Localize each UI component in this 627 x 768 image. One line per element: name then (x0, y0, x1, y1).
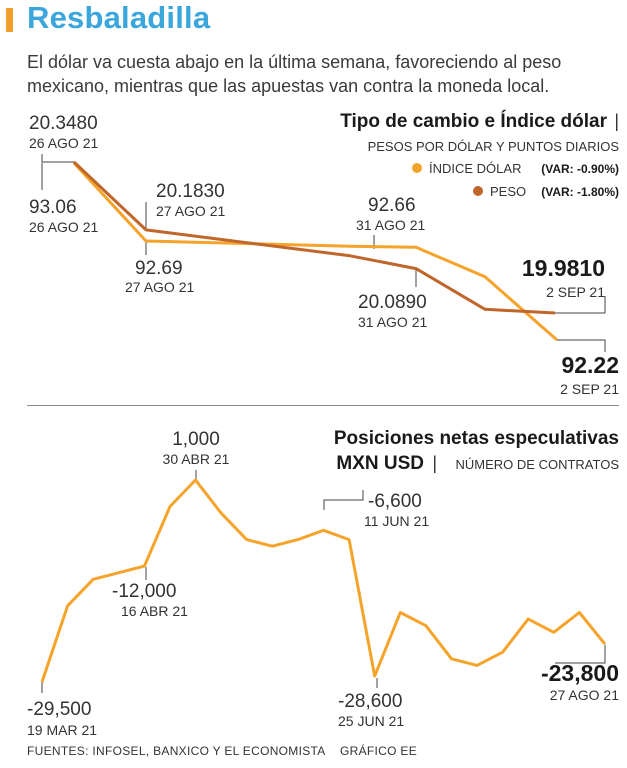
chart2-title-line2: MXN USD (336, 453, 424, 474)
label-indice-270-date: 27 AGO 21 (125, 279, 194, 295)
label-contracts-jun-value: -6,600 (368, 491, 422, 512)
legend-indice-var: (VAR: -0.90%) (541, 162, 619, 176)
leader-contracts-end (555, 645, 606, 664)
label-indice-310-date: 31 AGO 21 (356, 217, 425, 233)
label-contracts-start-value: -29,500 (27, 699, 91, 720)
chart2-units: NÚMERO DE CONTRATOS (456, 457, 620, 472)
label-peso-270-date: 27 AGO 21 (156, 203, 225, 219)
chart2-title-separator: | (432, 453, 437, 473)
legend-peso-var: (VAR: -1.80%) (541, 185, 619, 199)
label-indice-start-date: 26 AGO 21 (29, 219, 98, 235)
chart2-leaders (41, 470, 606, 693)
label-contracts-end-value: -23,800 (541, 660, 619, 686)
leader-peso-end (555, 296, 606, 314)
label-contracts-end-date: 27 AGO 21 (550, 687, 619, 703)
label-indice-start-value: 93.06 (29, 197, 77, 218)
label-peso-310-value: 20.0890 (358, 292, 427, 313)
footer-sources: FUENTES: INFOSEL, BANXICO Y EL ECONOMIST… (27, 744, 326, 758)
leader-contracts-jun (323, 490, 364, 510)
chart1-series-indice-line (72, 161, 558, 342)
legend-indice-swatch (412, 163, 422, 173)
label-contracts-min-date: 25 JUN 21 (338, 713, 404, 729)
label-peso-start-value: 20.3480 (29, 113, 98, 134)
legend-peso-label: PESO (490, 184, 526, 199)
label-contracts-min-value: -28,600 (338, 691, 402, 712)
label-peso-start-date: 26 AGO 21 (29, 135, 98, 151)
chart2-title-line1: Posiciones netas especulativas (334, 428, 619, 449)
label-peso-end-value: 19.9810 (522, 255, 605, 281)
label-peso-310-date: 31 AGO 21 (358, 314, 427, 330)
chart1-title: Tipo de cambio e Índice dólar (340, 110, 607, 132)
legend-peso-swatch (473, 186, 483, 196)
leader-indice-end (557, 339, 606, 352)
chart1-series-peso-line (72, 160, 556, 315)
label-indice-end-value: 92.22 (561, 352, 619, 378)
chart1-leaders (41, 154, 606, 352)
label-indice-310-value: 92.66 (368, 195, 416, 216)
chart1-title-separator: | (614, 111, 619, 131)
leader-peso-start (41, 154, 74, 163)
page-subtitle: El dólar va cuesta abajo en la última se… (27, 52, 562, 96)
label-contracts-abr-date: 16 ABR 21 (121, 603, 188, 619)
label-contracts-peak-value: 1,000 (172, 429, 220, 450)
chart1-units: PESOS POR DÓLAR Y PUNTOS DIARIOS (368, 139, 620, 154)
label-indice-270-value: 92.69 (135, 258, 183, 279)
label-contracts-peak-date: 30 ABR 21 (163, 451, 230, 467)
title-accent-bar (6, 8, 13, 32)
chart-divider (27, 405, 619, 406)
label-contracts-jun-date: 11 JUN 21 (364, 513, 429, 529)
label-peso-270-value: 20.1830 (156, 181, 225, 202)
legend-indice-label: ÍNDICE DÓLAR (429, 161, 521, 176)
page-title: Resbaladilla (27, 0, 211, 35)
label-indice-end-date: 2 SEP 21 (560, 381, 619, 397)
footer-credit: GRÁFICO EE (340, 744, 418, 758)
label-contracts-start-date: 19 MAR 21 (27, 722, 97, 738)
label-contracts-abr-value: -12,000 (112, 581, 176, 602)
chart2-series-line (40, 478, 607, 683)
label-peso-end-date: 2 SEP 21 (546, 284, 605, 300)
